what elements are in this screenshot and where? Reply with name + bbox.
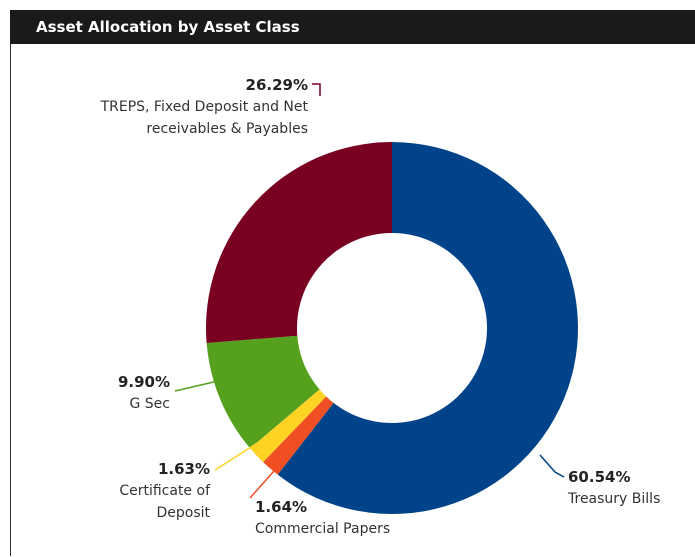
donut-segment [206,335,320,449]
donut-segment [206,142,392,344]
leader-line [214,439,263,471]
value-label: 1.63% [157,460,210,478]
value-label: 1.64% [255,498,308,516]
donut-segment [277,142,579,514]
leader-line [312,83,321,96]
value-label: 26.29% [245,76,308,94]
legend-label: Certificate of Deposit [119,483,210,521]
leader-line [174,380,219,392]
legend-label: Commercial Papers [255,521,391,537]
legend-label: G Sec [129,396,171,412]
leader-line [249,461,283,499]
value-label: 9.90% [117,373,170,391]
legend-label: TREPS, Fixed Deposit and Net receivables… [100,99,308,137]
header-bar [10,10,695,44]
donut-segment [263,396,334,475]
donut-segment [250,389,327,463]
legend-label: Treasury Bills [568,491,661,507]
chart-title: Asset Allocation by Asset Class [36,18,300,36]
value-label: 60.54% [568,468,631,486]
leader-line [539,454,565,478]
